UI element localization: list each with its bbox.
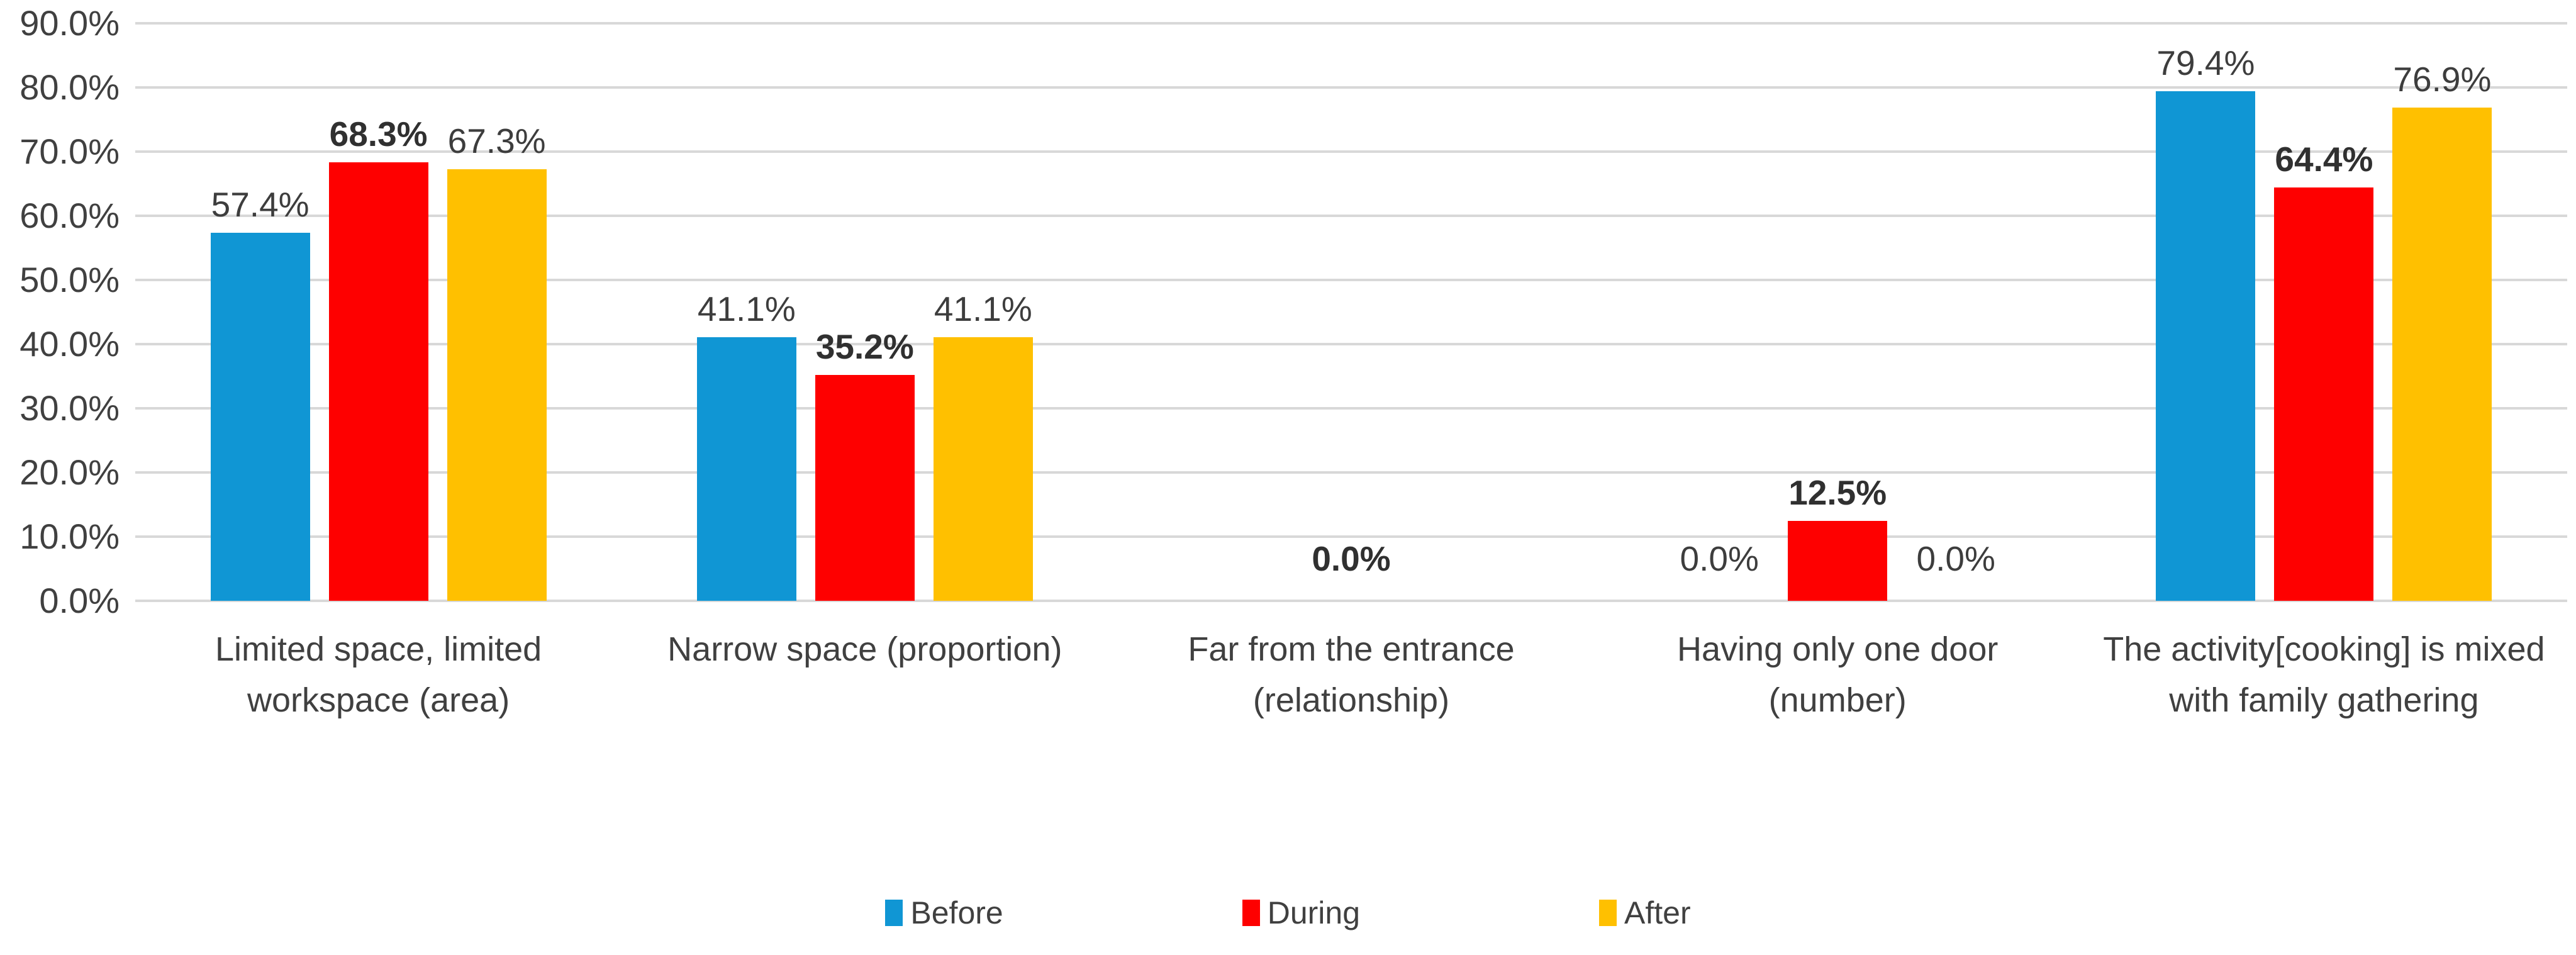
legend-item-during: During: [1242, 896, 1360, 930]
y-tick-label: 40.0%: [20, 324, 120, 364]
category-label-3: Far from the entrance (relationship): [1188, 630, 1515, 719]
plot-area: 57.4% 68.3% 67.3% 41.1% 35.2% 41.1% 0.0% 0.0% 12…: [135, 22, 2567, 602]
y-tick-label: 80.0%: [20, 67, 120, 107]
value-label-before-1: 57.4%: [211, 184, 309, 224]
gridline: [135, 22, 2567, 25]
value-label-after-5: 76.9%: [2393, 59, 2492, 99]
bar-during-5: [2274, 187, 2374, 601]
bar-before-5: [2156, 91, 2256, 601]
gridline: [135, 471, 2567, 474]
gridline: [135, 600, 2567, 602]
y-tick-label: 30.0%: [20, 388, 120, 428]
value-label-before-5: 79.4%: [2156, 43, 2255, 83]
legend: Before During After: [0, 896, 2576, 930]
y-tick-label: 90.0%: [20, 3, 120, 43]
gridline: [135, 279, 2567, 281]
value-label-after-2: 41.1%: [934, 289, 1032, 328]
legend-item-after: After: [1599, 896, 1691, 930]
y-tick-label: 0.0%: [39, 581, 120, 620]
value-label-before-2: 41.1%: [697, 289, 796, 328]
value-label-during-2: 35.2%: [815, 327, 914, 366]
legend-swatch-before: [885, 900, 903, 926]
gridline: [135, 215, 2567, 217]
y-tick-label: 10.0%: [20, 517, 120, 556]
legend-swatch-after: [1599, 900, 1617, 926]
legend-label-after: After: [1624, 895, 1691, 930]
bar-before-2: [696, 337, 796, 601]
bar-after-5: [2392, 107, 2492, 601]
legend-label-before: Before: [910, 895, 1003, 930]
x-axis-category-labels: Limited space, limited workspace (area) N…: [135, 624, 2567, 769]
value-label-during-1: 68.3%: [329, 114, 428, 154]
bar-after-1: [447, 169, 547, 601]
legend-item-before: Before: [885, 896, 1003, 930]
value-label-after-1: 67.3%: [447, 121, 546, 160]
gridline: [135, 407, 2567, 410]
category-label-1: Limited space, limited workspace (area): [215, 630, 542, 719]
bar-during-1: [328, 162, 428, 601]
value-label-during-3: 0.0%: [1312, 539, 1391, 578]
gridline: [135, 86, 2567, 89]
category-label-2: Narrow space (proportion): [667, 630, 1062, 668]
category-label-4: Having only one door (number): [1677, 630, 1999, 719]
value-label-during-5: 64.4%: [2275, 140, 2373, 179]
bar-before-1: [210, 232, 310, 601]
bar-during-4: [1788, 520, 1888, 601]
legend-label-during: During: [1267, 895, 1361, 930]
legend-swatch-during: [1242, 900, 1260, 926]
gridline: [135, 535, 2567, 538]
value-label-after-4: 0.0%: [1916, 539, 1995, 578]
y-tick-label: 50.0%: [20, 260, 120, 299]
y-tick-label: 60.0%: [20, 196, 120, 235]
gridline: [135, 343, 2567, 345]
bar-after-2: [933, 337, 1033, 601]
y-tick-label: 70.0%: [20, 131, 120, 171]
y-axis: 0.0% 10.0% 20.0% 30.0% 40.0% 50.0% 60.0% 70.0% 8…: [0, 0, 120, 629]
y-tick-label: 20.0%: [20, 452, 120, 492]
value-label-during-4: 12.5%: [1788, 472, 1887, 512]
gridline: [135, 150, 2567, 153]
value-label-before-4: 0.0%: [1680, 539, 1759, 578]
bar-during-2: [815, 374, 915, 601]
category-label-5: The activity[cooking] is mixed with fami…: [2103, 630, 2545, 719]
